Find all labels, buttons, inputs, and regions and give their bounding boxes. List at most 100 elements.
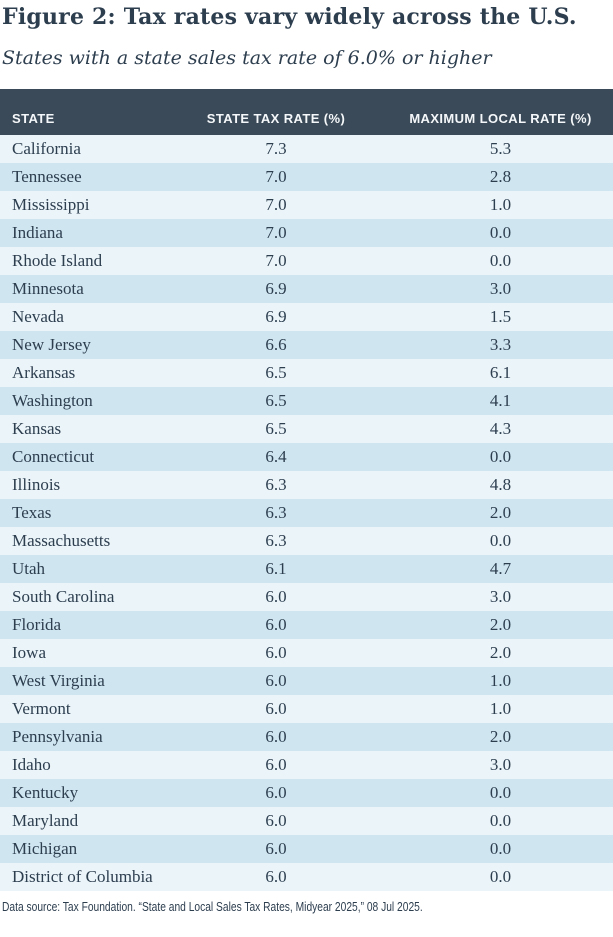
local-rate-cell: 2.8 [489, 167, 512, 187]
state-rate-cell: 6.6 [265, 335, 287, 355]
table-row: Minnesota 6.9 3.0 [0, 275, 613, 304]
state-rate-cell: 6.0 [265, 727, 287, 747]
column-header-max-local-rate: MAXIMUM LOCAL RATE (%) [409, 111, 592, 127]
table-row: Idaho 6.0 3.0 [0, 751, 613, 780]
state-rate-cell: 6.0 [265, 783, 287, 803]
figure-subtitle: States with a state sales tax rate of 6.… [2, 47, 492, 70]
state-cell: West Virginia [12, 671, 105, 691]
state-cell: Idaho [12, 755, 51, 775]
table-row: Rhode Island 7.0 0.0 [0, 247, 613, 276]
state-rate-cell: 6.3 [265, 503, 287, 523]
table-row: Massachusetts 6.3 0.0 [0, 527, 613, 556]
state-cell: Iowa [12, 643, 46, 663]
local-rate-cell: 1.0 [489, 195, 512, 215]
state-rate-cell: 6.9 [265, 307, 287, 327]
table-row: Nevada 6.9 1.5 [0, 303, 613, 332]
table-row: Kansas 6.5 4.3 [0, 415, 613, 444]
state-cell: Kansas [12, 419, 62, 439]
local-rate-cell: 2.0 [489, 615, 512, 635]
local-rate-cell: 4.7 [489, 559, 512, 579]
state-cell: Rhode Island [12, 251, 103, 271]
state-cell: Michigan [12, 839, 78, 859]
local-rate-cell: 1.0 [489, 699, 512, 719]
state-rate-cell: 6.5 [265, 419, 287, 439]
source-note: Data source: Tax Foundation. “State and … [2, 900, 423, 915]
state-cell: District of Columbia [12, 867, 153, 887]
local-rate-cell: 3.0 [489, 755, 512, 775]
table-row: Maryland 6.0 0.0 [0, 807, 613, 836]
table-row: Michigan 6.0 0.0 [0, 835, 613, 864]
state-rate-cell: 7.3 [265, 139, 287, 159]
table-row: Texas 6.3 2.0 [0, 499, 613, 528]
table-row: West Virginia 6.0 1.0 [0, 667, 613, 696]
state-rate-cell: 6.0 [265, 839, 287, 859]
state-rate-cell: 6.0 [265, 587, 287, 607]
local-rate-cell: 1.0 [489, 671, 512, 691]
state-cell: Kentucky [12, 783, 79, 803]
local-rate-cell: 0.0 [489, 531, 512, 551]
state-rate-cell: 6.0 [265, 615, 287, 635]
local-rate-cell: 3.0 [489, 587, 512, 607]
table-row: Arkansas 6.5 6.1 [0, 359, 613, 388]
state-cell: New Jersey [12, 335, 91, 355]
table-body: California 7.3 5.3 Tennessee 7.0 2.8 Mis… [0, 135, 613, 892]
state-rate-cell: 6.5 [265, 391, 287, 411]
local-rate-cell: 3.0 [489, 279, 512, 299]
state-cell: Indiana [12, 223, 63, 243]
local-rate-cell: 0.0 [489, 867, 512, 887]
table-row: South Carolina 6.0 3.0 [0, 583, 613, 612]
state-rate-cell: 6.3 [265, 475, 287, 495]
state-rate-cell: 6.5 [265, 363, 287, 383]
state-cell: Maryland [12, 811, 79, 831]
state-rate-cell: 7.0 [265, 251, 287, 271]
state-cell: Texas [12, 503, 52, 523]
state-rate-cell: 6.4 [265, 447, 287, 467]
table-row: Tennessee 7.0 2.8 [0, 163, 613, 192]
figure-title: Figure 2: Tax rates vary widely across t… [2, 4, 577, 30]
state-rate-cell: 6.3 [265, 531, 287, 551]
local-rate-cell: 3.3 [489, 335, 512, 355]
local-rate-cell: 0.0 [489, 447, 512, 467]
tax-rates-table: STATE STATE TAX RATE (%) MAXIMUM LOCAL R… [0, 89, 613, 892]
local-rate-cell: 0.0 [489, 251, 512, 271]
table-row: District of Columbia 6.0 0.0 [0, 863, 613, 892]
state-cell: Massachusetts [12, 531, 111, 551]
local-rate-cell: 2.0 [489, 727, 512, 747]
state-cell: Mississippi [12, 195, 90, 215]
table-row: Mississippi 7.0 1.0 [0, 191, 613, 220]
state-rate-cell: 6.0 [265, 671, 287, 691]
state-rate-cell: 7.0 [265, 167, 287, 187]
state-rate-cell: 6.1 [265, 559, 287, 579]
column-header-state-tax-rate: STATE TAX RATE (%) [206, 111, 346, 127]
state-cell: Minnesota [12, 279, 84, 299]
table-row: Connecticut 6.4 0.0 [0, 443, 613, 472]
table-row: New Jersey 6.6 3.3 [0, 331, 613, 360]
table-row: Florida 6.0 2.0 [0, 611, 613, 640]
state-cell: Arkansas [12, 363, 76, 383]
state-rate-cell: 6.0 [265, 867, 287, 887]
state-cell: Washington [12, 391, 93, 411]
state-rate-cell: 6.9 [265, 279, 287, 299]
local-rate-cell: 2.0 [489, 643, 512, 663]
local-rate-cell: 0.0 [489, 811, 512, 831]
state-cell: Utah [12, 559, 46, 579]
local-rate-cell: 4.1 [489, 391, 512, 411]
state-cell: Illinois [12, 475, 61, 495]
table-row: California 7.3 5.3 [0, 135, 613, 164]
local-rate-cell: 2.0 [489, 503, 512, 523]
table-row: Kentucky 6.0 0.0 [0, 779, 613, 808]
state-rate-cell: 7.0 [265, 195, 287, 215]
state-rate-cell: 7.0 [265, 223, 287, 243]
state-cell: Connecticut [12, 447, 95, 467]
table-row: Vermont 6.0 1.0 [0, 695, 613, 724]
state-cell: South Carolina [12, 587, 115, 607]
local-rate-cell: 5.3 [489, 139, 512, 159]
table-row: Washington 6.5 4.1 [0, 387, 613, 416]
local-rate-cell: 0.0 [489, 839, 512, 859]
table-row: Utah 6.1 4.7 [0, 555, 613, 584]
state-cell: Florida [12, 615, 62, 635]
column-header-state: STATE [12, 111, 55, 127]
table-row: Illinois 6.3 4.8 [0, 471, 613, 500]
state-rate-cell: 6.0 [265, 755, 287, 775]
state-cell: Vermont [12, 699, 71, 719]
